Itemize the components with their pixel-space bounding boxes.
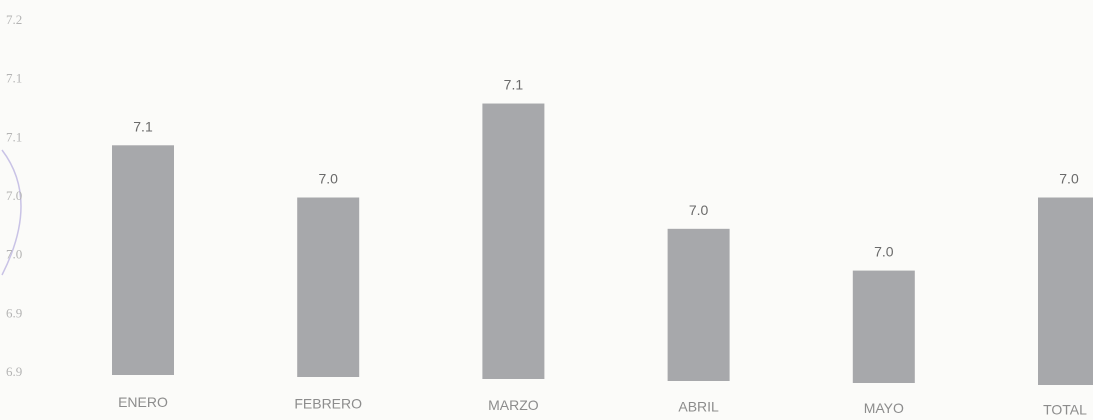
data-label-abril: 7.0 (689, 202, 709, 218)
y-tick-label: 7.2 (6, 12, 22, 27)
x-tick-label-abril: ABRIL (678, 399, 719, 415)
bar-marzo (482, 103, 545, 379)
bar-abril (667, 228, 730, 381)
x-tick-label-febrero: FEBRERO (294, 396, 362, 412)
bar-total (1038, 197, 1093, 385)
x-tick-label-enero: ENERO (118, 394, 168, 410)
y-tick-label: 7.0 (6, 247, 22, 262)
y-tick-label: 7.1 (6, 71, 22, 86)
y-tick-label: 6.9 (6, 364, 22, 379)
x-axis: ENERO FEBRERO MARZO ABRIL MAYO TOTAL (118, 394, 1087, 418)
stamp-mark (1, 149, 22, 276)
y-axis: 7.2 7.1 7.1 7.0 7.0 6.9 6.9 (6, 12, 22, 379)
data-label-total: 7.0 (1059, 171, 1079, 187)
y-tick-label: 6.9 (6, 305, 22, 320)
y-tick-label: 7.1 (6, 129, 22, 144)
bar-enero (112, 145, 174, 375)
data-labels-group: 7.1 7.0 7.1 7.0 7.0 7.0 (133, 77, 1079, 260)
bar-mayo (852, 270, 915, 383)
x-tick-label-marzo: MARZO (488, 397, 539, 413)
data-label-marzo: 7.1 (504, 77, 524, 93)
x-tick-label-total: TOTAL (1043, 402, 1087, 418)
bars-group (112, 103, 1093, 385)
data-label-enero: 7.1 (133, 118, 153, 134)
x-tick-label-mayo: MAYO (864, 400, 904, 416)
data-label-mayo: 7.0 (874, 244, 894, 260)
y-tick-label: 7.0 (6, 188, 22, 203)
data-label-febrero: 7.0 (318, 171, 338, 187)
bar-febrero (297, 197, 360, 377)
